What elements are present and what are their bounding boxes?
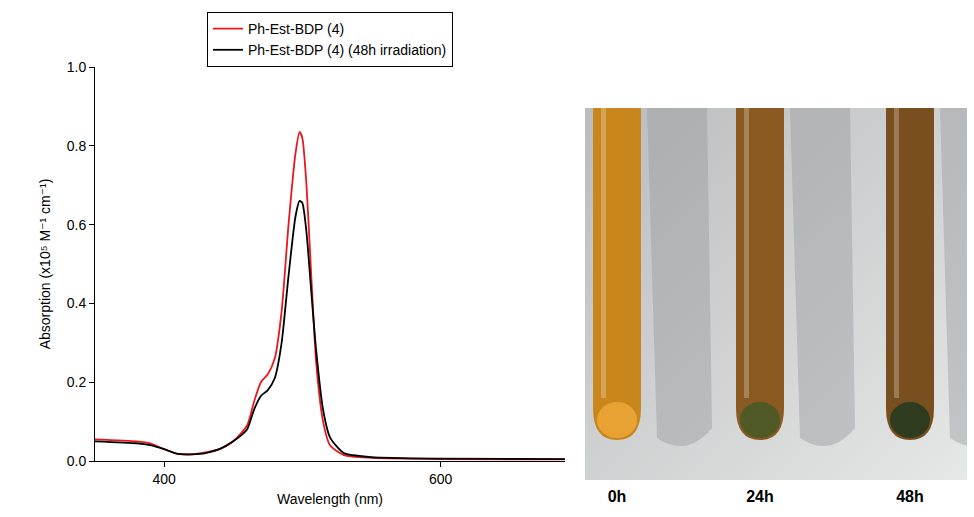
svg-text:0.4: 0.4 bbox=[67, 295, 87, 311]
svg-text:600: 600 bbox=[429, 471, 453, 487]
html-text:24h: 24h bbox=[746, 488, 774, 505]
html-text:0h: 0h bbox=[607, 488, 627, 505]
svg-text:400: 400 bbox=[152, 471, 176, 487]
svg-text:0.0: 0.0 bbox=[67, 453, 87, 469]
svg-text:0.2: 0.2 bbox=[67, 374, 87, 390]
svg-text:0.6: 0.6 bbox=[67, 217, 87, 233]
html-text:48h: 48h bbox=[896, 488, 924, 505]
svg-text:0.8: 0.8 bbox=[67, 138, 87, 154]
svg-text:1.0: 1.0 bbox=[67, 59, 87, 75]
svg-text:Absorption (x10⁵ M⁻¹ cm⁻¹): Absorption (x10⁵ M⁻¹ cm⁻¹) bbox=[37, 179, 53, 350]
svg-text:Ph-Est-BDP (4): Ph-Est-BDP (4) bbox=[248, 21, 344, 37]
svg-text:Wavelength (nm): Wavelength (nm) bbox=[277, 491, 383, 507]
svg-text:Ph-Est-BDP (4) (48h irradiatio: Ph-Est-BDP (4) (48h irradiation) bbox=[248, 42, 446, 58]
